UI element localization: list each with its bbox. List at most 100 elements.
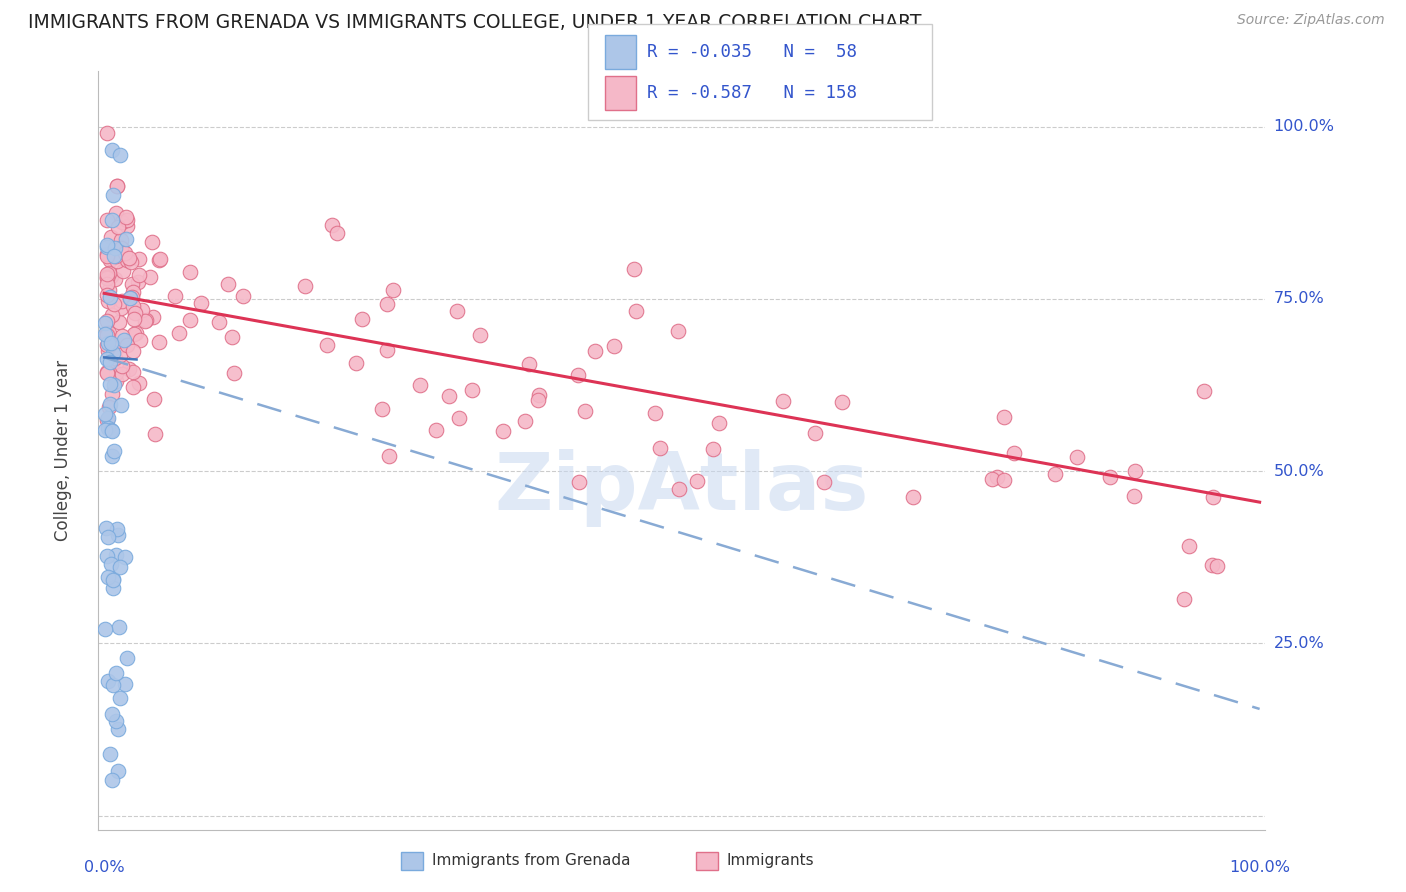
Point (100, 252, 122, 267)
Point (122, 380, 145, 394)
Point (513, 414, 536, 428)
Point (447, 411, 470, 425)
Point (98, 283, 121, 297)
Point (668, 324, 690, 338)
Point (100, 229, 122, 244)
Point (118, 362, 141, 376)
Text: 75.0%: 75.0% (1274, 292, 1324, 306)
Point (101, 581, 124, 595)
Point (772, 394, 794, 409)
Point (993, 473, 1015, 487)
Y-axis label: College, Under 1 year: College, Under 1 year (53, 359, 72, 541)
Point (94, 316, 117, 330)
Point (122, 285, 145, 299)
Point (1192, 384, 1215, 399)
Point (96, 237, 118, 252)
Point (134, 314, 156, 328)
Point (96, 267, 118, 281)
Point (103, 248, 125, 262)
Point (169, 326, 191, 340)
Point (103, 346, 125, 360)
Point (115, 219, 138, 233)
Point (460, 383, 482, 397)
Text: 100.0%: 100.0% (1274, 119, 1334, 134)
Point (101, 143, 124, 157)
Point (105, 179, 128, 194)
Point (517, 357, 540, 371)
Point (993, 409, 1015, 424)
Point (115, 213, 138, 227)
Point (110, 240, 132, 254)
Point (120, 255, 142, 269)
Point (94, 521, 117, 535)
Point (97, 266, 120, 280)
Point (468, 327, 491, 342)
Point (179, 313, 201, 327)
Point (1178, 539, 1201, 553)
Point (107, 527, 129, 541)
Point (375, 297, 398, 311)
Point (103, 574, 125, 588)
Point (111, 328, 134, 343)
Point (112, 333, 135, 347)
Point (108, 314, 131, 328)
Point (94, 424, 117, 438)
Point (568, 475, 591, 489)
Point (101, 309, 124, 323)
Text: 50.0%: 50.0% (1274, 464, 1324, 479)
Point (128, 268, 150, 282)
Point (124, 327, 146, 342)
Point (110, 348, 132, 362)
Point (100, 424, 122, 438)
Point (1045, 467, 1067, 481)
Point (107, 219, 129, 234)
Point (110, 367, 132, 381)
Point (375, 343, 398, 358)
Point (128, 252, 150, 266)
Point (97, 530, 120, 544)
Point (981, 472, 1004, 486)
Point (1098, 470, 1121, 484)
Point (115, 651, 138, 665)
Point (96, 287, 118, 301)
Point (129, 333, 152, 347)
Point (97, 673, 120, 688)
Point (110, 241, 132, 255)
Point (352, 311, 374, 326)
Point (96, 277, 118, 292)
Point (527, 392, 550, 407)
Text: ZipAtlas: ZipAtlas (495, 450, 869, 527)
Point (96, 326, 118, 340)
Point (96, 326, 118, 341)
Point (208, 315, 231, 329)
Point (98, 355, 121, 369)
Point (122, 312, 145, 326)
Point (232, 289, 254, 303)
Point (128, 376, 150, 390)
Point (96, 549, 118, 563)
Point (813, 475, 835, 490)
Point (148, 335, 170, 350)
Point (163, 288, 186, 302)
Point (96, 366, 118, 380)
Point (94, 408, 117, 422)
Point (100, 707, 122, 722)
Point (100, 423, 122, 437)
Point (94, 327, 117, 342)
Point (111, 215, 134, 229)
Point (668, 482, 690, 496)
Point (94, 622, 117, 636)
Text: IMMIGRANTS FROM GRENADA VS IMMIGRANTS COLLEGE, UNDER 1 YEAR CORRELATION CHART: IMMIGRANTS FROM GRENADA VS IMMIGRANTS CO… (28, 13, 921, 32)
Point (118, 291, 141, 305)
Point (1122, 489, 1144, 503)
Point (104, 249, 127, 263)
Point (96, 127, 118, 141)
Text: Immigrants from Grenada: Immigrants from Grenada (432, 854, 630, 868)
Point (96, 249, 118, 263)
Point (437, 389, 460, 403)
Point (131, 302, 153, 317)
Point (103, 296, 125, 310)
Point (100, 268, 122, 283)
Point (344, 356, 367, 370)
Point (101, 187, 124, 202)
